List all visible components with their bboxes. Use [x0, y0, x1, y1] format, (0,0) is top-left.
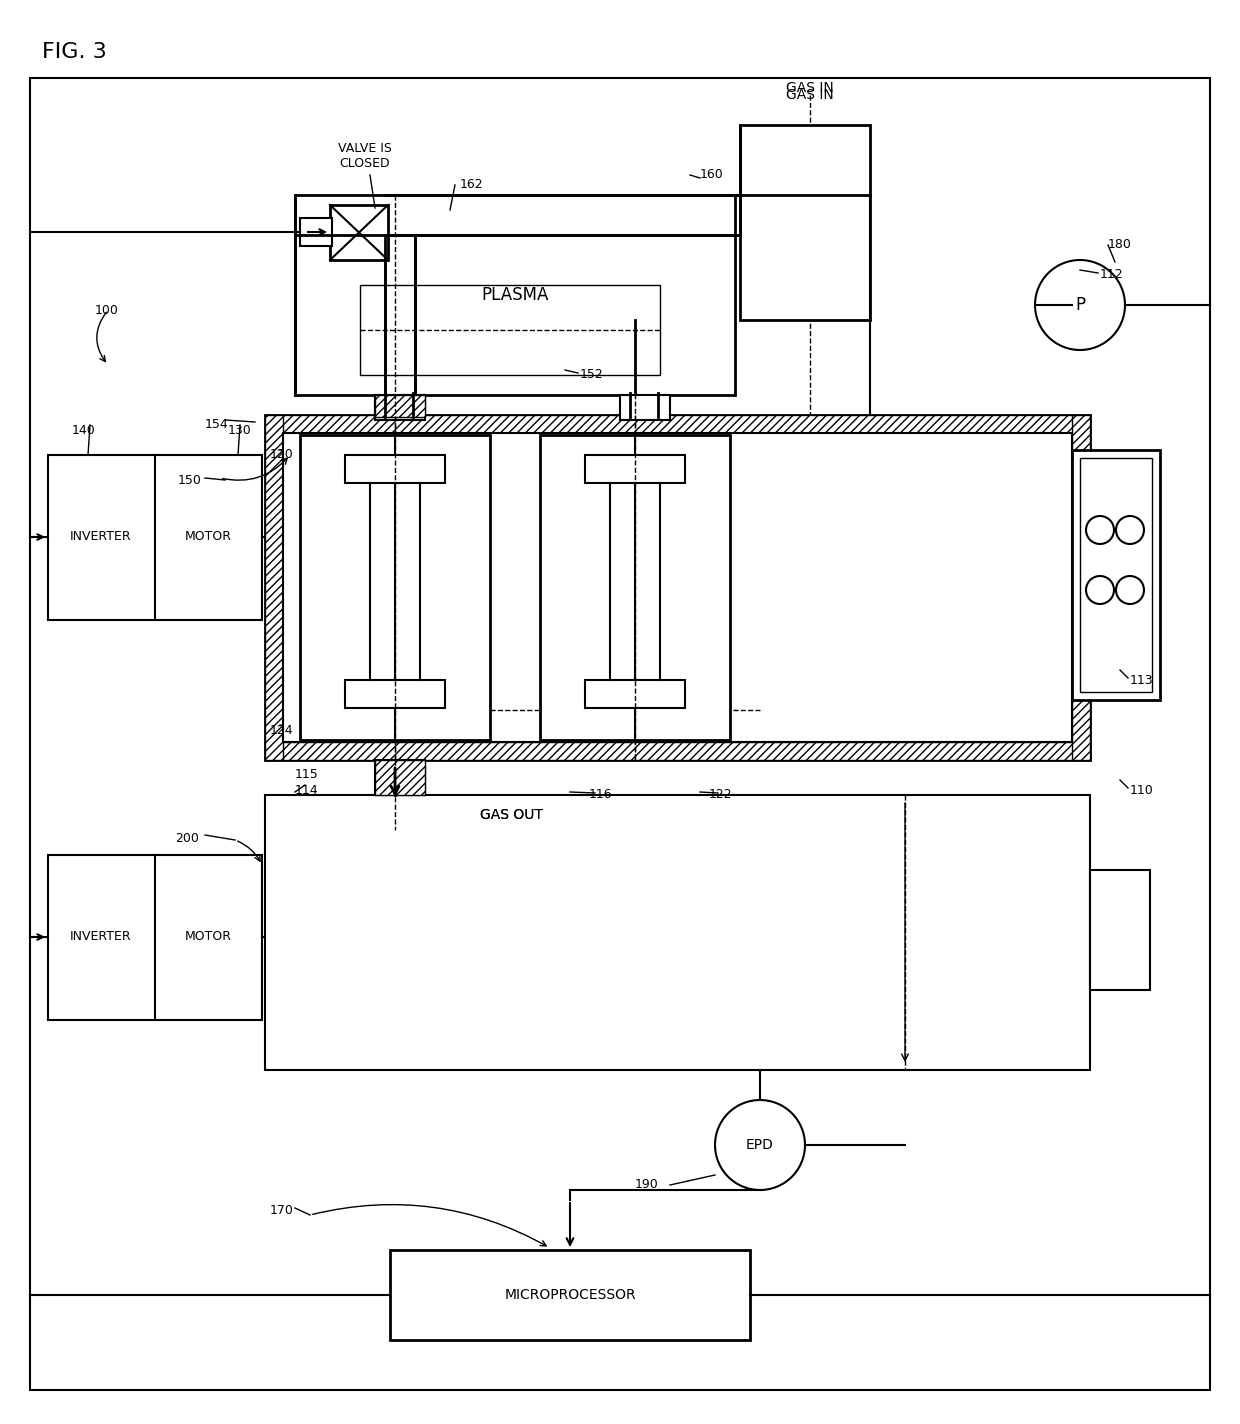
Bar	[374, 394, 425, 417]
Bar	[345, 681, 445, 708]
Text: GAS IN: GAS IN	[786, 81, 833, 95]
Text: 124: 124	[270, 723, 294, 736]
Bar	[1073, 450, 1159, 701]
Text: 120: 120	[270, 449, 294, 461]
Bar	[1073, 414, 1090, 760]
Text: 154: 154	[205, 419, 228, 431]
Bar	[620, 394, 670, 420]
Text: 140: 140	[72, 423, 95, 437]
Text: 115: 115	[295, 769, 319, 782]
Text: 110: 110	[1130, 783, 1153, 796]
Text: GAS IN: GAS IN	[786, 88, 833, 103]
Bar	[374, 760, 425, 795]
Text: GAS OUT: GAS OUT	[480, 807, 543, 822]
Text: 162: 162	[460, 178, 484, 191]
Bar	[374, 760, 425, 795]
Bar	[265, 795, 1090, 1069]
Text: MOTOR: MOTOR	[185, 930, 232, 944]
Bar	[265, 414, 1090, 433]
Text: 114: 114	[295, 783, 319, 796]
Text: MICROPROCESSOR: MICROPROCESSOR	[505, 1287, 636, 1302]
Text: 180: 180	[1109, 238, 1132, 252]
Text: 150: 150	[179, 474, 202, 487]
Bar	[585, 456, 684, 483]
Bar	[300, 218, 332, 246]
Bar	[300, 434, 490, 740]
Text: 113: 113	[1130, 674, 1153, 686]
Bar	[360, 285, 660, 375]
Bar	[48, 854, 262, 1020]
Bar	[374, 394, 425, 417]
Bar	[48, 456, 262, 619]
Text: 130: 130	[228, 423, 252, 437]
Text: INVERTER: INVERTER	[71, 930, 131, 944]
Bar	[585, 681, 684, 708]
Bar	[1080, 459, 1152, 692]
Text: VALVE IS
CLOSED: VALVE IS CLOSED	[339, 142, 392, 169]
Text: FIG. 3: FIG. 3	[42, 41, 107, 63]
Bar	[539, 434, 730, 740]
Bar	[391, 1250, 750, 1340]
Bar	[330, 205, 388, 261]
Bar	[265, 742, 1090, 760]
Text: 200: 200	[175, 832, 198, 844]
Bar	[345, 456, 445, 483]
Bar	[295, 195, 735, 394]
Bar	[374, 394, 425, 420]
Bar	[283, 433, 1073, 742]
Text: 116: 116	[588, 789, 611, 802]
Bar	[265, 414, 1090, 760]
Text: 122: 122	[708, 789, 732, 802]
Text: 160: 160	[701, 168, 724, 181]
Bar	[283, 433, 1073, 742]
Bar	[1090, 870, 1149, 990]
Text: 190: 190	[635, 1179, 658, 1192]
Text: INVERTER: INVERTER	[71, 531, 131, 544]
Text: 100: 100	[95, 303, 119, 316]
Text: 170: 170	[270, 1203, 294, 1216]
Text: EPD: EPD	[746, 1138, 774, 1152]
Bar	[265, 414, 283, 760]
Bar	[740, 125, 870, 320]
Text: PLASMA: PLASMA	[481, 286, 548, 303]
Text: GAS OUT: GAS OUT	[480, 807, 543, 822]
Text: MOTOR: MOTOR	[185, 531, 232, 544]
Text: P: P	[1075, 296, 1085, 315]
Text: 112: 112	[1100, 269, 1123, 282]
Text: 152: 152	[580, 369, 604, 382]
